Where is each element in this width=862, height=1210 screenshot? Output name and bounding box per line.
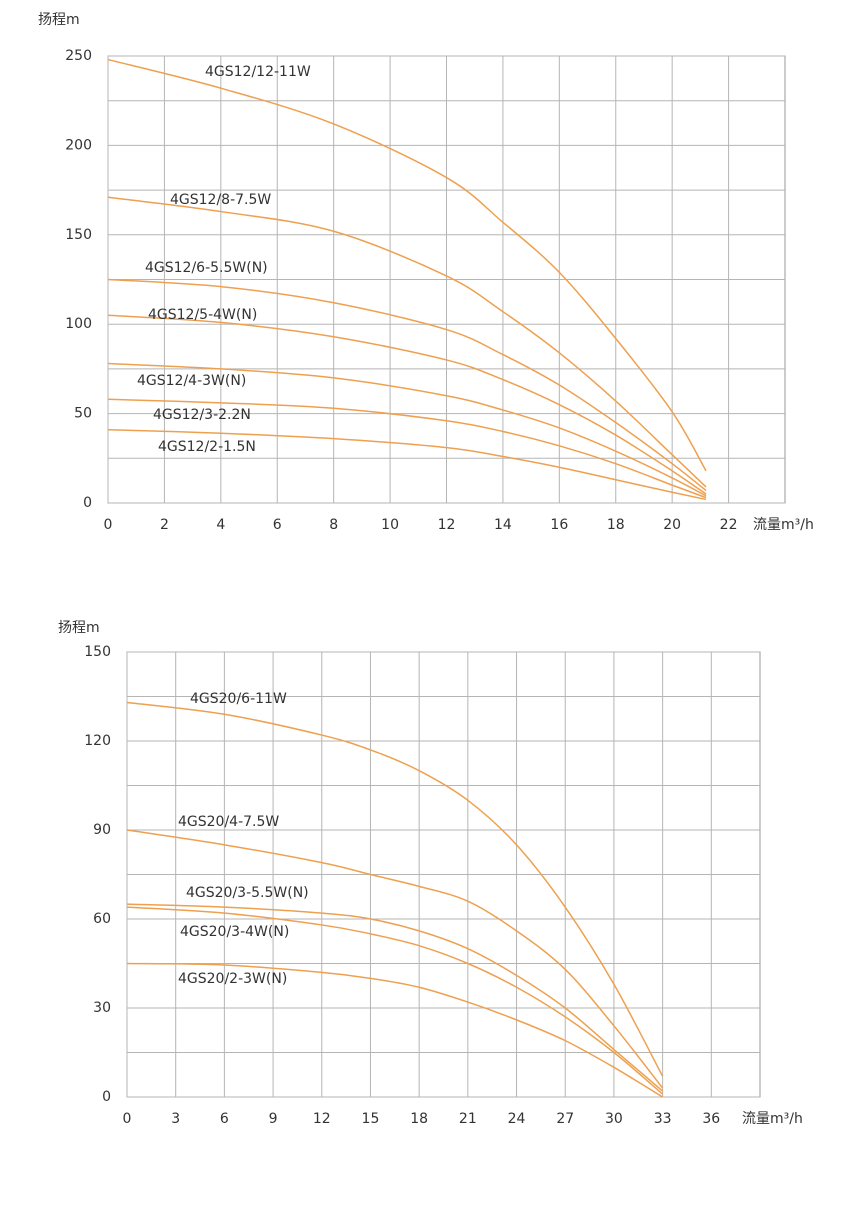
y-axis-title: 扬程m: [38, 12, 80, 28]
y-tick-label: 200: [65, 137, 92, 153]
y-tick-label: 100: [65, 316, 92, 332]
x-tick-label: 8: [329, 517, 338, 533]
series-label: 4GS20/3-4W(N): [180, 924, 289, 940]
curve: [126, 701, 664, 1077]
series-label: 4GS20/3-5.5W(N): [186, 885, 309, 901]
y-tick-label: 250: [65, 48, 92, 64]
x-tick-label: 0: [123, 1111, 132, 1127]
x-tick-label: 15: [362, 1111, 380, 1127]
x-tick-label: 2: [160, 517, 169, 533]
curve: [107, 428, 707, 501]
x-tick-label: 0: [104, 517, 113, 533]
y-tick-label: 150: [84, 644, 111, 660]
series-label: 4GS20/6-11W: [190, 691, 287, 707]
curve: [107, 58, 707, 472]
x-tick-label: 36: [702, 1111, 720, 1127]
series-label: 4GS12/2-1.5N: [158, 439, 256, 455]
y-tick-label: 0: [83, 495, 92, 511]
series-label: 4GS12/4-3W(N): [137, 373, 246, 389]
x-axis-title: 流量m³/h: [742, 1111, 803, 1127]
series-label: 4GS20/4-7.5W: [178, 814, 279, 830]
x-tick-label: 12: [313, 1111, 331, 1127]
x-tick-label: 6: [273, 517, 282, 533]
series-label: 4GS12/3-2.2N: [153, 407, 251, 423]
x-tick-label: 3: [171, 1111, 180, 1127]
x-tick-label: 22: [720, 517, 738, 533]
curve: [107, 196, 707, 488]
x-axis-title: 流量m³/h: [753, 517, 814, 533]
x-tick-label: 14: [494, 517, 512, 533]
curve: [126, 829, 664, 1089]
x-tick-label: 18: [410, 1111, 428, 1127]
curve: [126, 962, 664, 1098]
x-tick-label: 12: [438, 517, 456, 533]
x-tick-label: 24: [508, 1111, 526, 1127]
y-tick-label: 150: [65, 227, 92, 243]
x-tick-label: 10: [381, 517, 399, 533]
curve: [107, 278, 707, 492]
x-tick-label: 20: [663, 517, 681, 533]
curve: [126, 906, 664, 1095]
y-tick-label: 90: [93, 822, 111, 838]
x-tick-label: 9: [269, 1111, 278, 1127]
y-tick-label: 0: [102, 1089, 111, 1105]
x-tick-label: 6: [220, 1111, 229, 1127]
x-tick-label: 18: [607, 517, 625, 533]
y-tick-label: 50: [74, 406, 92, 422]
x-tick-label: 4: [216, 517, 225, 533]
y-tick-label: 60: [93, 911, 111, 927]
x-tick-label: 33: [654, 1111, 672, 1127]
series-label: 4GS20/2-3W(N): [178, 971, 287, 987]
curve: [107, 362, 707, 497]
curve: [107, 314, 707, 495]
x-tick-label: 27: [556, 1111, 574, 1127]
y-tick-label: 30: [93, 1000, 111, 1016]
x-tick-label: 21: [459, 1111, 477, 1127]
curve: [107, 398, 707, 499]
series-label: 4GS12/6-5.5W(N): [145, 260, 268, 276]
y-tick-label: 120: [84, 733, 111, 749]
y-axis-title: 扬程m: [58, 620, 100, 636]
series-label: 4GS12/8-7.5W: [170, 192, 271, 208]
x-tick-label: 30: [605, 1111, 623, 1127]
series-label: 4GS12/5-4W(N): [148, 307, 257, 323]
curve: [126, 903, 664, 1092]
x-tick-label: 16: [550, 517, 568, 533]
series-label: 4GS12/12-11W: [205, 64, 311, 80]
